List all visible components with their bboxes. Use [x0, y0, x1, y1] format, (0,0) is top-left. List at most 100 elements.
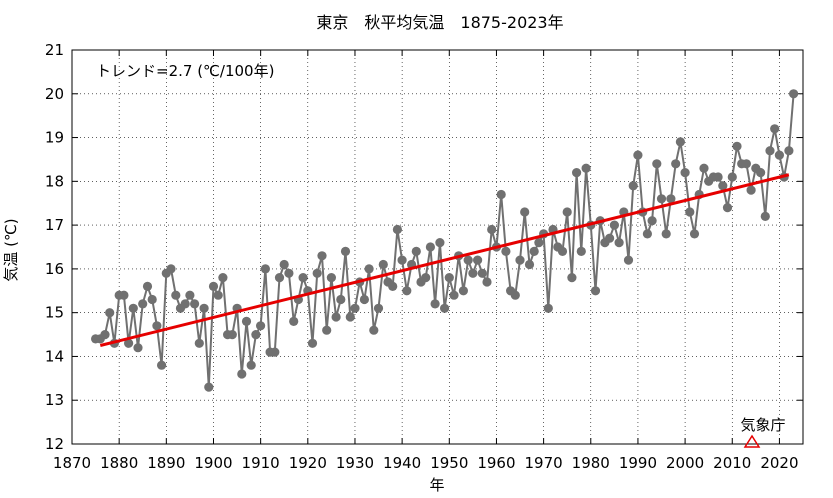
data-point [411, 246, 421, 256]
data-point [402, 286, 412, 296]
data-point [100, 330, 110, 340]
data-point [345, 312, 355, 322]
data-point [166, 264, 176, 274]
data-point [298, 273, 308, 283]
data-point [727, 172, 737, 182]
data-point [557, 246, 568, 256]
data-point [713, 172, 723, 182]
data-point [718, 181, 728, 191]
data-point [157, 360, 167, 370]
data-point [152, 321, 162, 331]
x-tick-label: 1950 [430, 454, 468, 472]
data-point [378, 259, 388, 270]
data-point [373, 303, 384, 313]
y-tick-label: 19 [45, 129, 64, 147]
data-point [784, 146, 794, 156]
chart-title: 東京 秋平均気温 1875-2023年 [316, 13, 563, 32]
data-point [515, 255, 525, 265]
data-point [128, 303, 138, 313]
data-point [359, 294, 369, 305]
data-point [213, 290, 223, 300]
data-point [444, 273, 454, 283]
x-tick-label: 1930 [336, 454, 374, 472]
data-point [260, 264, 270, 274]
y-tick-label: 12 [45, 435, 64, 453]
data-point [270, 347, 280, 357]
x-tick-label: 1890 [147, 454, 185, 472]
data-point [605, 233, 615, 243]
x-tick-label: 1910 [242, 454, 280, 472]
data-point [614, 238, 624, 248]
data-point [789, 89, 799, 99]
x-tick-label: 1880 [100, 454, 138, 472]
data-point [623, 255, 634, 265]
data-point [124, 338, 134, 348]
data-point [567, 273, 577, 283]
data-point [633, 150, 643, 160]
data-point [336, 294, 346, 305]
data-point [194, 338, 204, 348]
y-tick-label: 21 [45, 41, 64, 59]
data-point [576, 246, 586, 256]
x-tick-label: 1980 [572, 454, 610, 472]
grid-lines [72, 50, 803, 444]
data-point [765, 146, 775, 156]
data-point [529, 246, 539, 256]
x-tick-label: 1900 [194, 454, 232, 472]
data-point [520, 207, 530, 217]
data-point [699, 163, 709, 173]
data-point [590, 286, 601, 296]
data-point [741, 159, 752, 169]
x-tick-label: 1990 [619, 454, 657, 472]
data-point [661, 229, 671, 239]
plot-frame [71, 49, 804, 445]
data-point [774, 150, 785, 160]
source-label: 気象庁 [740, 416, 785, 434]
data-point [289, 316, 299, 326]
data-point [340, 246, 351, 256]
data-point [307, 338, 318, 348]
data-point [609, 220, 620, 230]
data-point [468, 268, 478, 278]
x-tick-label: 1970 [525, 454, 563, 472]
trend-line-group [99, 173, 790, 347]
data-point [142, 281, 153, 291]
y-tick-label: 20 [45, 85, 64, 103]
data-point [119, 290, 129, 300]
data-point [218, 273, 228, 283]
trend-annotation: トレンド=2.7 (℃/100年) [96, 62, 274, 80]
data-point [435, 238, 445, 248]
data-point [326, 273, 336, 283]
x-tick-label: 1940 [383, 454, 421, 472]
y-tick-label: 18 [45, 172, 64, 190]
data-point [722, 203, 733, 213]
data-point [671, 159, 681, 169]
data-point [147, 294, 157, 305]
data-point [656, 194, 667, 204]
data-point [689, 229, 700, 239]
x-tick-label: 2000 [666, 454, 704, 472]
data-point [496, 189, 506, 200]
data-point [510, 290, 520, 300]
data-point [199, 303, 209, 313]
x-tick-label: 1920 [289, 454, 327, 472]
data-point [652, 159, 662, 169]
data-point [133, 343, 143, 353]
data-point [760, 211, 770, 221]
jma-logo: 気象庁 [740, 416, 786, 448]
data-point [473, 255, 483, 265]
y-axis-label: 気温 (℃) [2, 218, 20, 281]
data-point [237, 369, 247, 379]
data-point [581, 163, 591, 173]
data-point [256, 321, 266, 331]
data-point [421, 273, 431, 283]
data-point [274, 273, 285, 283]
data-point [770, 124, 780, 134]
data-point [628, 181, 638, 191]
data-point [204, 382, 214, 392]
y-tick-label: 16 [45, 260, 64, 278]
data-point [322, 325, 332, 335]
x-tick-label: 1870 [53, 454, 91, 472]
y-tick-label: 13 [45, 391, 64, 409]
